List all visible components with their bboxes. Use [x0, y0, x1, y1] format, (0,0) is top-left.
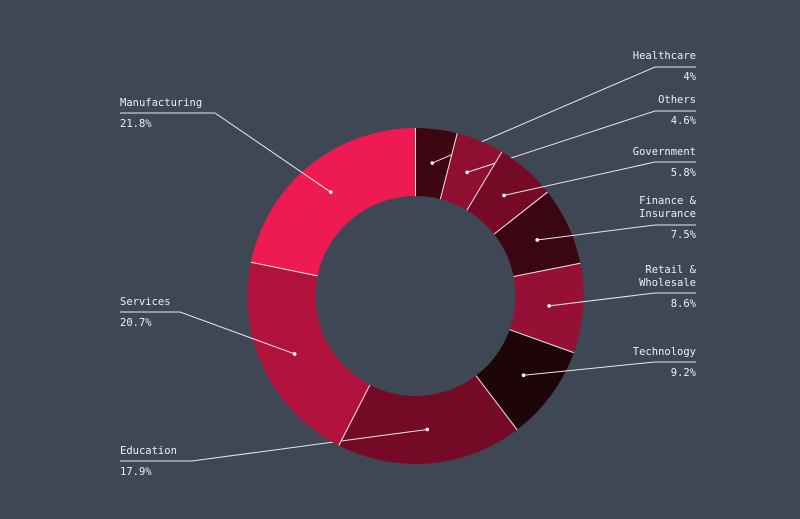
slice-education[interactable] [338, 375, 518, 464]
label-value: 4.6% [670, 115, 696, 127]
slice-technology[interactable] [475, 329, 574, 430]
label-others: Others 4.6% [658, 94, 696, 128]
label-name: Healthcare [632, 50, 696, 62]
leader-education [120, 427, 430, 462]
slice-separator [250, 261, 318, 277]
label-name: Manufacturing [120, 97, 203, 109]
label-government: Government 5.8% [633, 146, 696, 180]
leader-technology [521, 361, 696, 378]
label-technology: Technology 9.2% [633, 346, 696, 380]
label-value: 17.9% [120, 466, 152, 478]
slice-separator [439, 133, 458, 200]
slice-finance-insurance[interactable] [494, 192, 581, 277]
slice-government[interactable] [466, 151, 548, 235]
slice-others[interactable] [440, 133, 502, 211]
label-value: 20.7% [120, 317, 152, 329]
leader-manufacturing [120, 112, 333, 194]
leader-others [465, 110, 696, 175]
label-name: Finance & Insurance [639, 195, 696, 220]
leader-finance-insurance [535, 224, 696, 242]
label-name: Others [658, 94, 696, 106]
label-value: 21.8% [120, 118, 152, 130]
leader-retail-wholesale [547, 292, 696, 308]
slice-manufacturing[interactable] [250, 128, 416, 276]
label-name: Retail & Wholesale [639, 264, 696, 289]
slice-separator [475, 375, 518, 431]
label-name: Government [632, 146, 696, 158]
leader-government [502, 161, 696, 198]
slice-separator [509, 329, 574, 354]
label-value: 4% [683, 71, 696, 83]
label-healthcare: Healthcare 4% [633, 50, 696, 84]
label-value: 5.8% [670, 167, 696, 179]
slice-separator [513, 262, 581, 278]
slice-separator [466, 151, 503, 211]
slice-separator [338, 384, 371, 446]
slice-healthcare[interactable] [415, 128, 458, 200]
leader-healthcare [430, 66, 696, 165]
label-education: Education 17.9% [120, 445, 177, 479]
label-value: 8.6% [670, 298, 696, 310]
label-retail-wholesale: Retail & Wholesale 8.6% [639, 264, 696, 311]
label-name: Education [120, 445, 177, 457]
label-value: 9.2% [670, 367, 696, 379]
leader-services [120, 311, 297, 356]
slice-retail-wholesale[interactable] [509, 263, 584, 353]
slice-services[interactable] [247, 262, 370, 446]
label-name: Services [120, 296, 171, 308]
label-finance-insurance: Finance & Insurance 7.5% [639, 195, 696, 242]
label-name: Technology [632, 346, 696, 358]
slice-separator [493, 191, 548, 235]
label-value: 7.5% [670, 229, 696, 241]
label-services: Services 20.7% [120, 296, 171, 330]
label-manufacturing: Manufacturing 21.8% [120, 97, 202, 131]
